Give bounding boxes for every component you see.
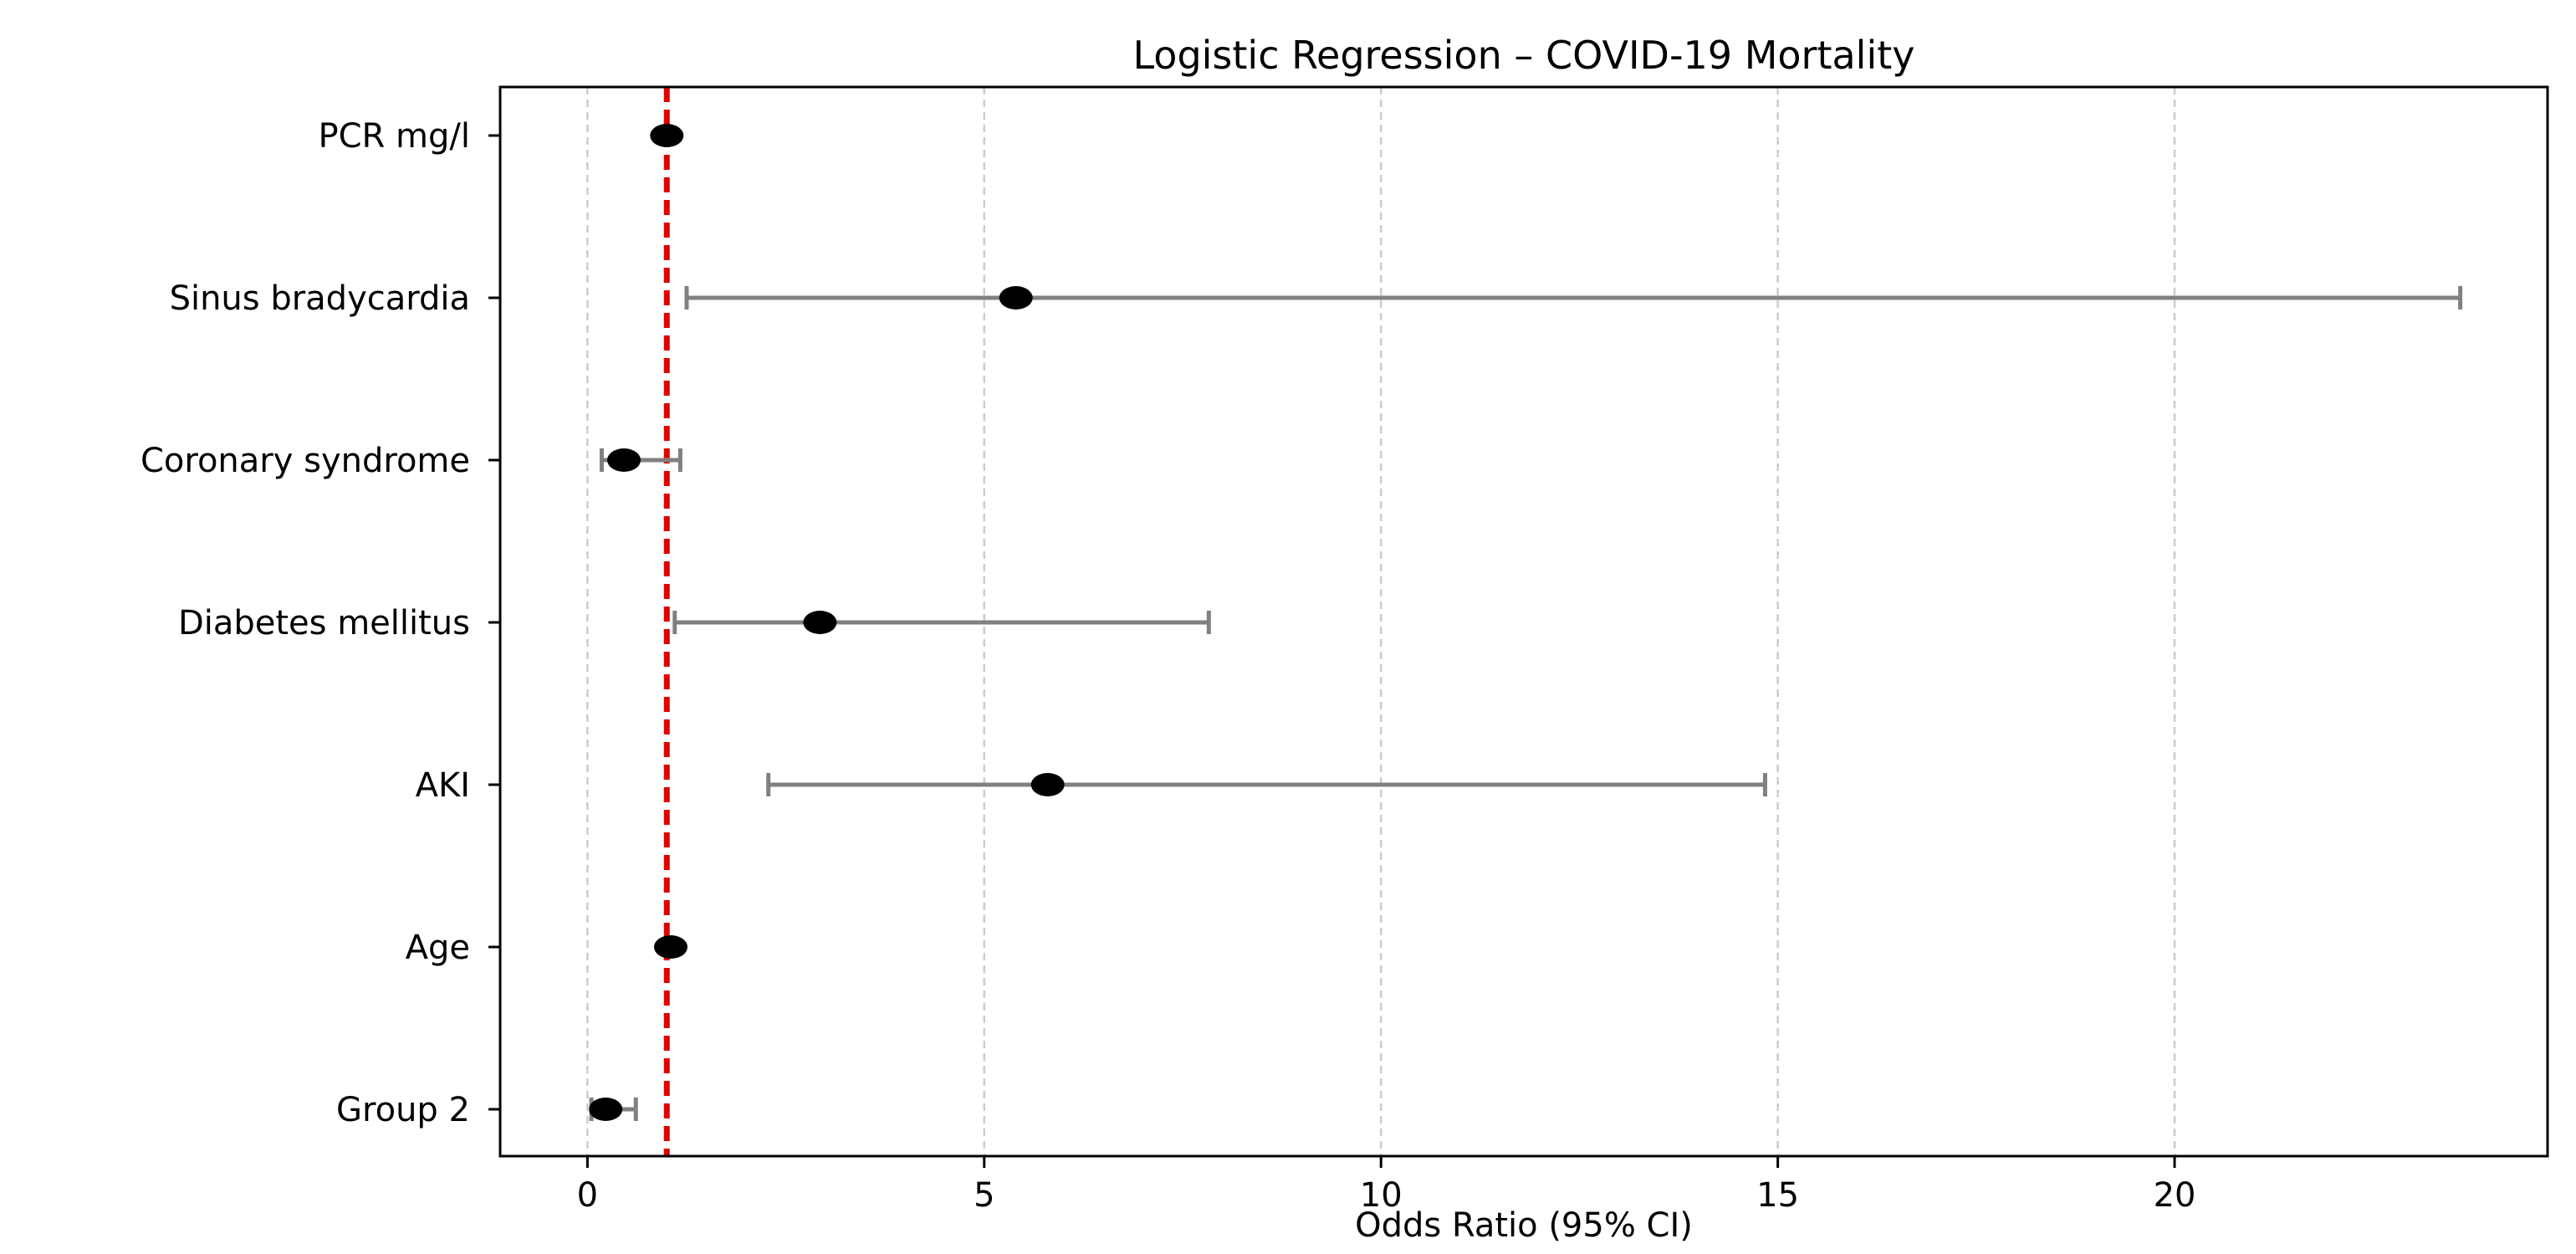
y-tick-label: Coronary syndrome [141,442,470,480]
odds-ratio-point [803,611,837,634]
y-tick-label: Sinus bradycardia [170,279,470,318]
y-tick-label: AKI [416,766,470,805]
x-tick-label: 5 [974,1176,994,1215]
grid-layer [586,87,2176,1156]
x-tick-label: 10 [1360,1176,1403,1215]
y-tick-label: Diabetes mellitus [178,604,470,642]
x-axis-label: Odds Ratio (95% CI) [1355,1206,1693,1245]
odds-ratio-point [999,286,1033,310]
odds-ratio-point [1030,773,1065,796]
error-bars-layer [589,286,2463,1121]
y-tick-label: PCR mg/l [318,117,470,156]
x-axis-ticks: 0 5 10 15 20 [577,1156,2196,1215]
odds-ratio-point [650,124,684,147]
y-axis-ticks: PCR mg/l Sinus bradycardia Coronary syndro… [141,117,500,1129]
x-tick-label: 20 [2154,1176,2196,1215]
odds-ratio-point [589,1098,623,1121]
x-tick-label: 15 [1756,1176,1799,1215]
y-tick-label: Group 2 [336,1091,470,1129]
chart-title: Logistic Regression – COVID-19 Mortality [1132,33,1914,78]
odds-ratio-point [607,448,641,472]
y-tick-label: Age [406,929,470,967]
odds-ratio-point [654,935,687,959]
points-layer [589,124,1065,1121]
x-tick-label: 0 [577,1176,598,1215]
